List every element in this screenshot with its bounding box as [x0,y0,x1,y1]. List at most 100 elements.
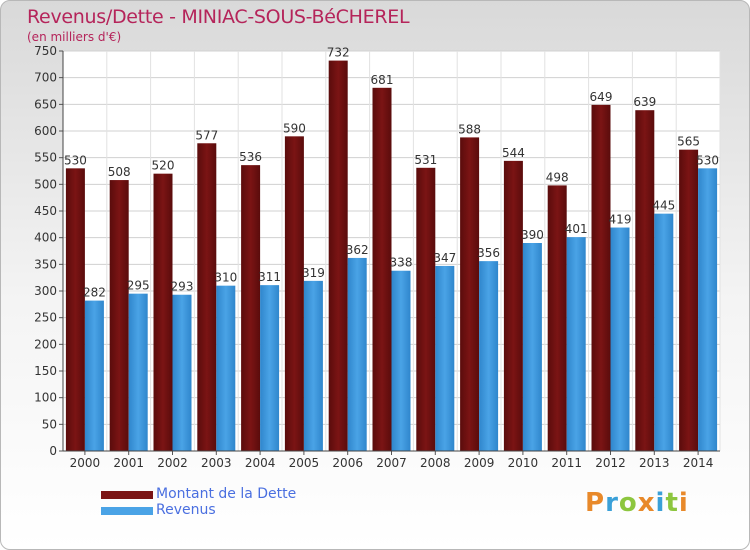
legend-label-dette: Montant de la Dette [156,486,297,502]
bar-revenus [128,293,148,451]
bar-dette [460,137,480,451]
data-label-revenus: 319 [302,266,325,280]
y-tick-label: 450 [34,204,57,218]
y-tick-label: 550 [34,151,57,165]
data-label-dette: 588 [458,122,481,136]
logo-letter: i [678,488,689,518]
y-tick-label: 100 [34,391,57,405]
bar-dette [328,60,348,451]
x-tick-label: 2001 [113,456,144,470]
bar-revenus [654,213,674,451]
bar-revenus [522,243,542,451]
data-label-revenus: 293 [171,280,194,294]
data-label-dette: 530 [64,153,87,167]
bar-revenus [391,270,411,451]
data-label-dette: 681 [371,73,394,87]
y-tick-label: 150 [34,364,57,378]
x-tick-label: 2007 [376,456,407,470]
data-label-revenus: 338 [390,256,413,270]
data-label-dette: 508 [108,165,131,179]
x-tick-label: 2005 [289,456,320,470]
logo-letter: r [605,488,619,518]
y-tick-label: 200 [34,337,57,351]
data-label-dette: 565 [677,135,700,149]
bar-revenus [172,294,192,451]
logo-letter: x [637,488,656,518]
logo-letter: i [655,488,666,518]
logo-letter: o [618,488,638,518]
bar-dette [416,167,436,452]
y-tick-label: 650 [34,97,57,111]
bar-dette [591,104,611,451]
bar-dette [109,180,129,452]
x-tick-label: 2009 [464,456,495,470]
data-label-revenus: 282 [83,286,106,300]
y-tick-label: 50 [42,417,57,431]
bar-revenus [216,285,236,451]
x-tick-label: 2006 [332,456,363,470]
bar-revenus [84,300,104,451]
bar-dette [65,168,85,452]
y-tick-label: 250 [34,311,57,325]
logo-letter: t [665,488,679,518]
y-tick-label: 750 [34,44,57,58]
data-label-revenus: 310 [214,271,237,285]
data-label-dette: 520 [152,159,175,173]
y-tick-label: 500 [34,177,57,191]
bar-revenus [698,168,718,452]
y-tick-label: 700 [34,71,57,85]
bar-dette [679,149,699,451]
bar-dette [547,185,567,451]
logo-letter: P [585,488,606,518]
bar-dette [284,136,304,452]
x-tick-label: 2000 [70,456,101,470]
bar-dette [197,143,217,451]
y-tick-label: 0 [49,444,57,458]
x-tick-label: 2002 [157,456,188,470]
data-label-dette: 649 [590,90,613,104]
bar-dette [635,110,655,451]
y-tick-label: 600 [34,124,57,138]
bar-dette [372,87,392,452]
x-tick-label: 2003 [201,456,232,470]
bar-revenus [435,265,455,451]
data-label-dette: 498 [546,170,569,184]
x-tick-label: 2013 [639,456,670,470]
bar-revenus [303,280,323,451]
x-tick-label: 2008 [420,456,451,470]
bar-dette [153,173,173,451]
legend-label-revenus: Revenus [156,502,216,518]
x-tick-label: 2004 [245,456,276,470]
data-label-revenus: 356 [477,246,500,260]
x-tick-label: 2012 [595,456,626,470]
data-label-revenus: 362 [346,243,369,257]
data-label-revenus: 445 [652,199,675,213]
data-label-revenus: 419 [609,213,632,227]
data-label-dette: 577 [195,128,218,142]
legend-swatch-revenus [101,507,153,515]
proxiti-logo: Proxiti [585,488,689,518]
bar-revenus [260,285,280,451]
bar-revenus [479,261,499,451]
y-tick-label: 400 [34,231,57,245]
x-tick-label: 2014 [683,456,714,470]
data-label-revenus: 401 [565,222,588,236]
data-label-dette: 536 [239,150,262,164]
bar-revenus [610,227,630,451]
data-label-revenus: 347 [433,251,456,265]
data-label-dette: 639 [633,95,656,109]
chart-title: Revenus/Dette - MINIAC-SOUS-BéCHEREL [27,6,410,28]
bar-revenus [566,237,586,451]
data-label-revenus: 311 [258,270,281,284]
data-label-revenus: 530 [696,153,719,167]
bar-revenus [347,257,367,451]
y-tick-label: 300 [34,284,57,298]
bar-dette [503,160,523,451]
bar-dette [241,165,261,451]
chart-subtitle: (en milliers d'€) [27,30,122,44]
data-label-dette: 590 [283,121,306,135]
x-tick-label: 2011 [551,456,582,470]
data-label-dette: 531 [414,153,437,167]
